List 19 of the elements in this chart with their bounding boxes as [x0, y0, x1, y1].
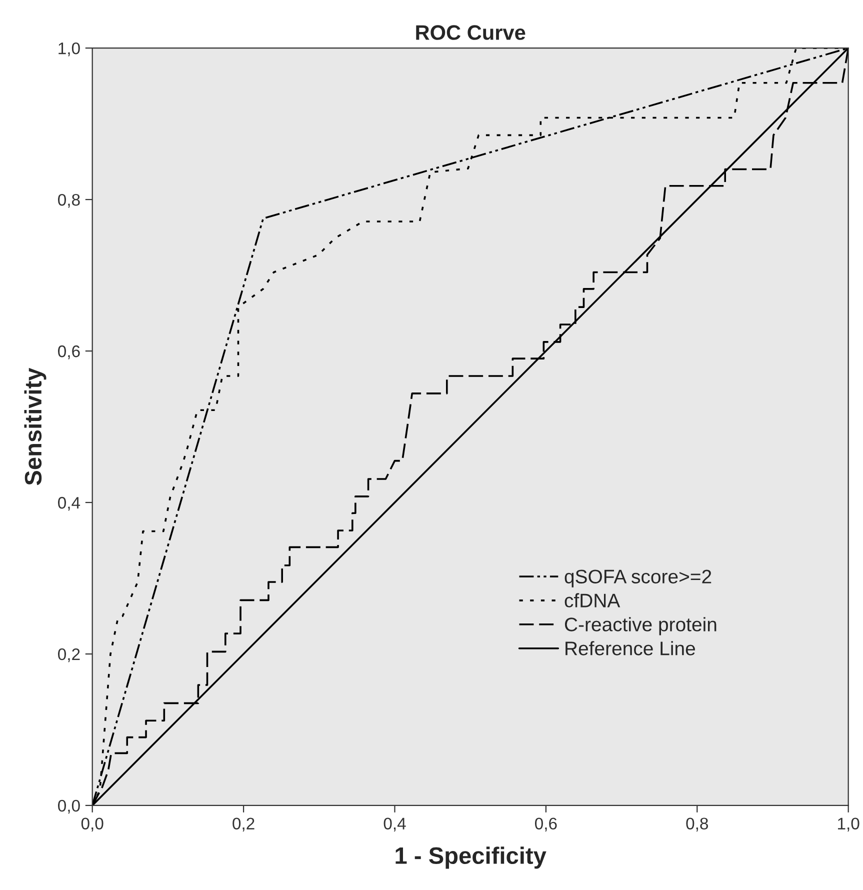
x-tick-label: 0,0 — [81, 818, 104, 832]
y-axis-title: Sensitivity — [24, 368, 46, 486]
legend-label: cfDNA — [564, 593, 620, 608]
y-tick-label: 0,0 — [58, 800, 80, 814]
x-tick-label: 1,0 — [838, 818, 860, 832]
y-tick-label: 0,6 — [58, 345, 80, 360]
x-tick-label: 0,4 — [384, 818, 406, 832]
y-tick-label: 1,0 — [58, 42, 80, 56]
y-tick-label: 0,4 — [58, 496, 80, 511]
legend-label: C-reactive protein — [564, 617, 716, 636]
x-tick-label: 0,8 — [686, 818, 708, 832]
y-tick-label: 0,8 — [58, 194, 80, 208]
x-axis-title: 1 - Specificity — [396, 846, 546, 869]
chart-title: ROC Curve — [416, 25, 526, 40]
x-tick-label: 0,2 — [232, 818, 254, 832]
y-tick-label: 0,2 — [58, 648, 80, 662]
legend-label: Reference Line — [566, 641, 695, 656]
legend-label: qSOFA score>=2 — [564, 570, 712, 588]
x-tick-label: 0,6 — [535, 818, 557, 832]
